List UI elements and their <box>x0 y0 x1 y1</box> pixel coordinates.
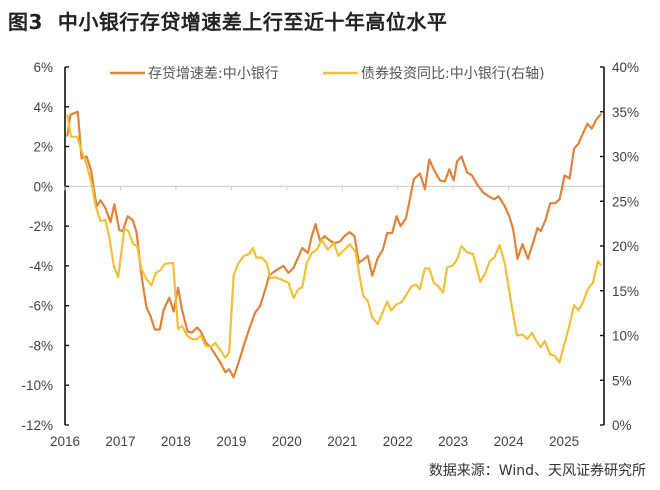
x-tick-label: 2016 <box>50 434 80 449</box>
x-tick-label: 2020 <box>272 434 302 449</box>
left-tick-label: -2% <box>29 219 53 234</box>
right-tick-label: 15% <box>612 284 639 299</box>
x-tick-label: 2018 <box>161 434 191 449</box>
right-tick-label: 5% <box>612 373 632 388</box>
series-line-2 <box>66 114 603 364</box>
left-tick-label: 4% <box>33 100 53 115</box>
left-tick-label: -8% <box>29 338 53 353</box>
x-tick-label: 2021 <box>327 434 357 449</box>
x-tick-label: 2024 <box>494 434 525 449</box>
left-tick-label: -12% <box>21 418 53 433</box>
right-tick-label: 20% <box>612 239 639 254</box>
x-tick-label: 2023 <box>438 434 468 449</box>
right-tick-label: 30% <box>612 150 639 165</box>
left-tick-label: 0% <box>33 179 53 194</box>
x-tick-label: 2022 <box>383 434 413 449</box>
left-tick-label: -6% <box>29 299 53 314</box>
left-tick-label: -4% <box>29 259 53 274</box>
right-tick-label: 40% <box>612 60 639 75</box>
right-tick-label: 35% <box>612 105 639 120</box>
x-tick-label: 2019 <box>216 434 246 449</box>
legend-label-2: 债券投资同比:中小银行(右轴) <box>361 66 545 82</box>
right-tick-label: 25% <box>612 194 639 209</box>
source-note: 数据来源：Wind、天风证券研究所 <box>428 463 646 479</box>
chart-title: 图3 中小银行存贷增速差上行至近十年高位水平 <box>8 10 448 34</box>
legend-label-1: 存贷增速差:中小银行 <box>148 66 279 82</box>
x-tick-label: 2017 <box>105 434 135 449</box>
right-tick-label: 0% <box>612 418 632 433</box>
right-tick-label: 10% <box>612 329 639 344</box>
x-tick-label: 2025 <box>549 434 579 449</box>
left-tick-label: -10% <box>21 378 53 393</box>
left-tick-label: 6% <box>33 60 53 75</box>
left-tick-label: 2% <box>33 140 53 155</box>
